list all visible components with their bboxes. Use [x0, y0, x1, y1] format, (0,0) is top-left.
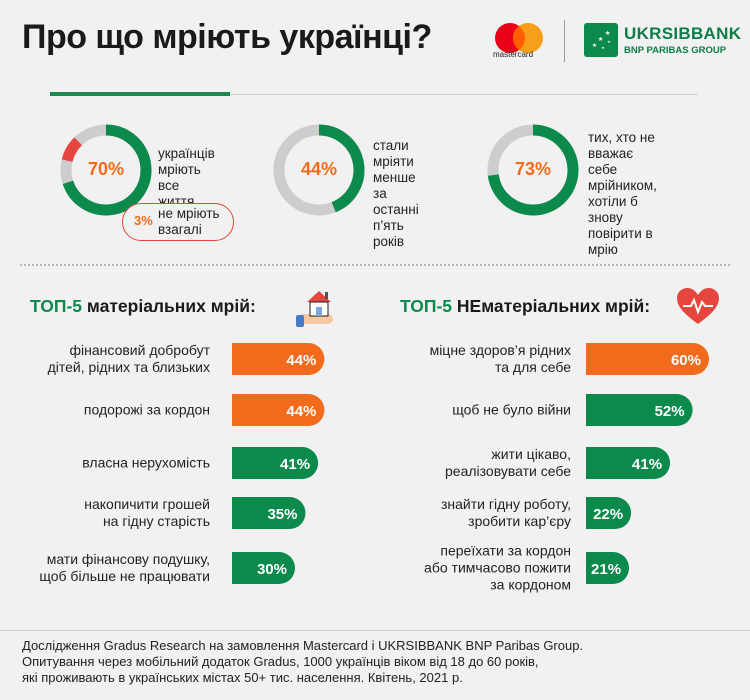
stat-3-value: 73%: [514, 159, 552, 179]
bar-label-1-2: 44%: [286, 403, 316, 420]
stat-2-line-2: менше за: [373, 170, 416, 201]
donut-arc-no-dream: [61, 137, 83, 163]
bar-1-2: [232, 394, 325, 426]
donut-arc: [487, 124, 579, 216]
category-label-2-5: за кордоном: [490, 577, 571, 593]
no-dream-pill: [122, 203, 234, 241]
bar-2-3: [586, 447, 671, 479]
mastercard-logo-icon: [495, 23, 543, 53]
bar-label-1-1: 44%: [286, 352, 316, 369]
stat-3-line-1: тих, хто не: [588, 130, 655, 145]
footer-line-1: Дослідження Gradus Research на замовленн…: [22, 638, 584, 653]
bar-label-2-4: 22%: [593, 506, 623, 523]
nonmaterial-title-prefix: ТОП-5: [400, 296, 453, 316]
stat-1-value: 70%: [87, 159, 125, 179]
category-label-2-5: переїхати за кордон: [440, 543, 571, 559]
bar-label-2-3: 41%: [632, 456, 662, 473]
bar-1-4: [232, 497, 306, 529]
donut-arc: [318, 124, 365, 213]
category-label-2-5: або тимчасово пожити: [424, 560, 571, 576]
heart-pulse-icon: [677, 288, 719, 324]
nonmaterial-section-title: ТОП-5 НЕматеріальних мрій:: [400, 296, 650, 317]
no-dream-line-2: взагалі: [158, 222, 202, 237]
footer-note: Дослідження Gradus Research на замовленн…: [22, 638, 583, 686]
title-accent-line: [50, 92, 230, 96]
category-label-1-4: на гідну старість: [103, 513, 210, 529]
category-label-2-4: зробити кар’єру: [468, 513, 571, 529]
no-dream-value: 3%: [134, 213, 153, 228]
footer-line-3: які проживають в українських містах 50+ …: [22, 670, 463, 685]
no-dream-line-1: не мріють: [158, 206, 220, 221]
category-label-2-3: жити цікаво,: [491, 446, 571, 462]
donut-ring-3: [487, 124, 579, 216]
stat-2-line-1: стали мріяти: [373, 138, 414, 169]
bar-label-1-3: 41%: [280, 456, 310, 473]
donut-ring-1: [60, 124, 152, 216]
material-title-rest: матеріальних мрій:: [86, 296, 256, 316]
section-divider: [20, 264, 730, 266]
mastercard-wordmark: mastercard: [493, 50, 534, 59]
footer-line-2: Опитування через мобільний додаток Gradu…: [22, 654, 539, 669]
category-label-1-2: подорожі за кордон: [84, 402, 210, 418]
no-dream-text: не мріють взагалі: [158, 206, 220, 238]
donut-arc: [62, 124, 152, 216]
bar-2-2: [586, 394, 693, 426]
bar-label-1-4: 35%: [267, 506, 297, 523]
material-section-title: ТОП-5 матеріальних мрій:: [30, 296, 256, 317]
house-in-hand-icon: [296, 291, 333, 327]
footer-divider: [0, 630, 750, 631]
bar-1-5: [232, 552, 295, 584]
bar-2-1: [586, 343, 709, 375]
category-label-2-1: та для себе: [495, 359, 571, 375]
stat-3-text: тих, хто не вважає себе мрійником, хотіл…: [588, 130, 657, 258]
header: Про що мріють українці? mastercard UKRSI…: [0, 0, 750, 88]
category-label-2-3: реалізовувати себе: [445, 463, 571, 479]
category-label-1-5: щоб більше не працювати: [39, 568, 210, 584]
stat-3-line-3: мрійником,: [588, 178, 657, 193]
bar-label-2-1: 60%: [671, 352, 701, 369]
category-label-2-4: знайти гідну роботу,: [441, 496, 571, 512]
stat-2-value: 44%: [300, 159, 338, 179]
category-label-2-1: міцне здоров’я рідних: [430, 342, 571, 358]
page-title: Про що мріють українці?: [22, 18, 432, 56]
bar-2-5: [586, 552, 630, 584]
stat-1-line-1: українців: [158, 146, 215, 161]
logo-divider: [564, 20, 565, 62]
nonmaterial-title-rest: НЕматеріальних мрій:: [456, 296, 651, 316]
stat-3-line-4: хотіли б знову: [588, 194, 638, 225]
category-label-1-1: дітей, рідних та близьких: [48, 359, 210, 375]
stat-2-line-3: останні: [373, 202, 419, 217]
category-label-1-5: мати фінансову подушку,: [47, 551, 210, 567]
category-label-1-1: фінансовий добробут: [70, 342, 211, 358]
bar-label-2-2: 52%: [655, 403, 685, 420]
stat-1-line-2: мріють все: [158, 162, 201, 193]
bar-label-1-5: 30%: [257, 561, 287, 578]
bar-1-3: [232, 447, 319, 479]
category-label-1-4: накопичити грошей: [84, 496, 210, 512]
category-label-1-3: власна нерухомість: [82, 455, 210, 471]
stat-2-line-4: п’ять років: [373, 218, 405, 249]
bar-1-1: [232, 343, 325, 375]
ukrsibbank-name: UKRSIBBANK: [624, 24, 742, 43]
title-divider-line: [230, 94, 698, 95]
stat-3-line-2: вважає себе: [588, 146, 634, 177]
ukrsibbank-subtitle: BNP PARIBAS GROUP: [624, 45, 727, 56]
material-title-prefix: ТОП-5: [30, 296, 83, 316]
category-label-2-2: щоб не було війни: [452, 402, 571, 418]
donut-ring-2: [273, 124, 365, 216]
stat-2-text: стали мріяти менше за останні п’ять рокі…: [373, 138, 419, 250]
stat-3-line-5: повірити в мрію: [588, 226, 653, 257]
bar-2-4: [586, 497, 632, 529]
ukrsibbank-stars-icon: [584, 23, 618, 57]
bar-label-2-5: 21%: [591, 561, 621, 578]
